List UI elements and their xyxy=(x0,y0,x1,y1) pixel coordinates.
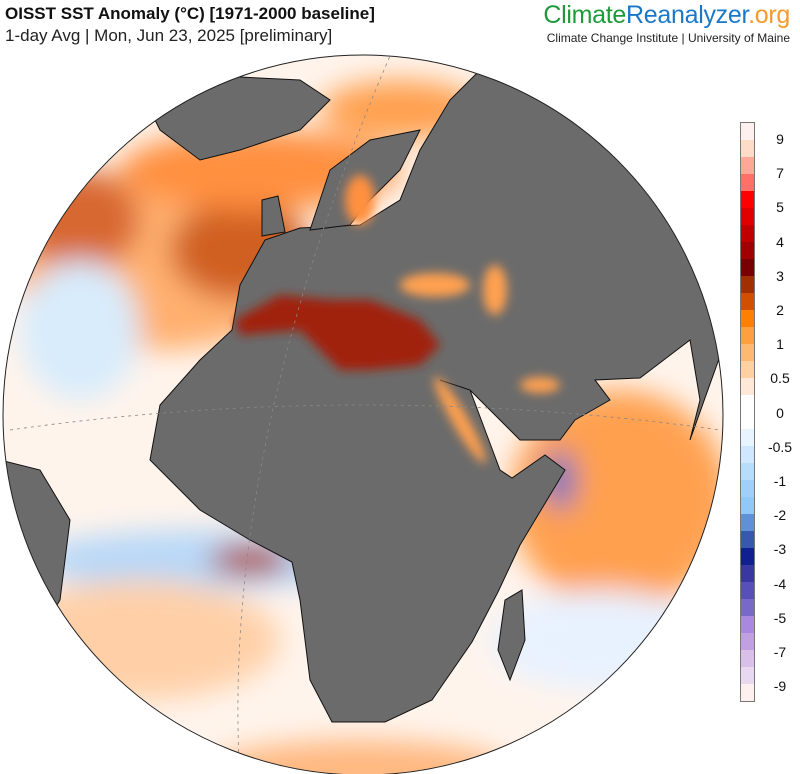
colorbar-segment xyxy=(741,310,754,327)
colorbar-segment xyxy=(741,684,754,701)
colorbar-tick-label: 4 xyxy=(776,233,784,250)
colorbar-tick-label: 7 xyxy=(776,165,784,182)
colorbar-segment xyxy=(741,650,754,667)
colorbar-segment xyxy=(741,123,754,140)
globe-outline xyxy=(2,54,724,774)
colorbar-segment xyxy=(741,259,754,276)
colorbar-segment xyxy=(741,599,754,616)
colorbar-segment xyxy=(741,208,754,225)
colorbar-segment xyxy=(741,531,754,548)
colorbar-tick-label: 1 xyxy=(776,336,784,353)
colorbar-segment xyxy=(741,140,754,157)
map-title: OISST SST Anomaly (°C) [1971-2000 baseli… xyxy=(5,4,375,23)
colorbar xyxy=(740,122,755,702)
colorbar-segment xyxy=(741,497,754,514)
graticule xyxy=(9,55,721,774)
map-subtitle: 1-day Avg | Mon, Jun 23, 2025 [prelimina… xyxy=(5,26,333,45)
colorbar-segment xyxy=(741,429,754,446)
colorbar-tick-label: 9 xyxy=(776,131,784,147)
colorbar-segment xyxy=(741,191,754,208)
colorbar-tick-label: -4 xyxy=(773,575,787,592)
colorbar-tick-label: -0.5 xyxy=(767,438,793,455)
colorbar-segment xyxy=(741,480,754,497)
colorbar-segment xyxy=(741,548,754,565)
colorbar-segment xyxy=(741,412,754,429)
colorbar-segment xyxy=(741,225,754,242)
colorbar-segment xyxy=(741,327,754,344)
colorbar-tick-label: -2 xyxy=(773,507,787,524)
colorbar-segment xyxy=(741,157,754,174)
colorbar-segment xyxy=(741,242,754,259)
colorbar-segment xyxy=(741,463,754,480)
colorbar-tick-label: 3 xyxy=(776,267,784,284)
colorbar-segment xyxy=(741,361,754,378)
brand-part-reanalyzer: Reanalyzer xyxy=(626,1,749,29)
colorbar-tick-label: 5 xyxy=(776,199,784,216)
brand-logo[interactable]: ClimateReanalyzer.org xyxy=(543,1,790,30)
colorbar-segment xyxy=(741,582,754,599)
colorbar-segment xyxy=(741,395,754,412)
colorbar-tick-label: -9 xyxy=(773,678,787,695)
colorbar-tick-label: 0 xyxy=(776,404,784,421)
madagascar xyxy=(497,589,526,682)
colorbar-segment xyxy=(741,633,754,650)
brand-part-org: .org xyxy=(748,1,790,29)
colorbar-tick-label: -3 xyxy=(773,541,787,558)
colorbar-tick-label: 2 xyxy=(776,302,784,318)
institute-label: Climate Change Institute | University of… xyxy=(546,31,790,45)
colorbar-segment xyxy=(741,276,754,293)
colorbar-tick-label: -1 xyxy=(773,473,787,489)
colorbar-tick-label: 0.5 xyxy=(770,370,790,387)
colorbar-segment xyxy=(741,446,754,463)
colorbar-segment xyxy=(741,378,754,395)
colorbar-segment xyxy=(741,344,754,361)
inland-seas xyxy=(235,175,560,464)
colorbar-segment xyxy=(741,667,754,684)
colorbar-segment xyxy=(741,514,754,531)
colorbar-segment xyxy=(741,616,754,633)
brand-part-climate: Climate xyxy=(543,1,627,29)
great-britain xyxy=(261,195,286,237)
colorbar-tick-label: -5 xyxy=(773,609,787,626)
colorbar-tick-label: -7 xyxy=(773,644,787,660)
colorbar-segment xyxy=(741,293,754,310)
colorbar-segment xyxy=(741,565,754,582)
colorbar-segment xyxy=(741,174,754,191)
